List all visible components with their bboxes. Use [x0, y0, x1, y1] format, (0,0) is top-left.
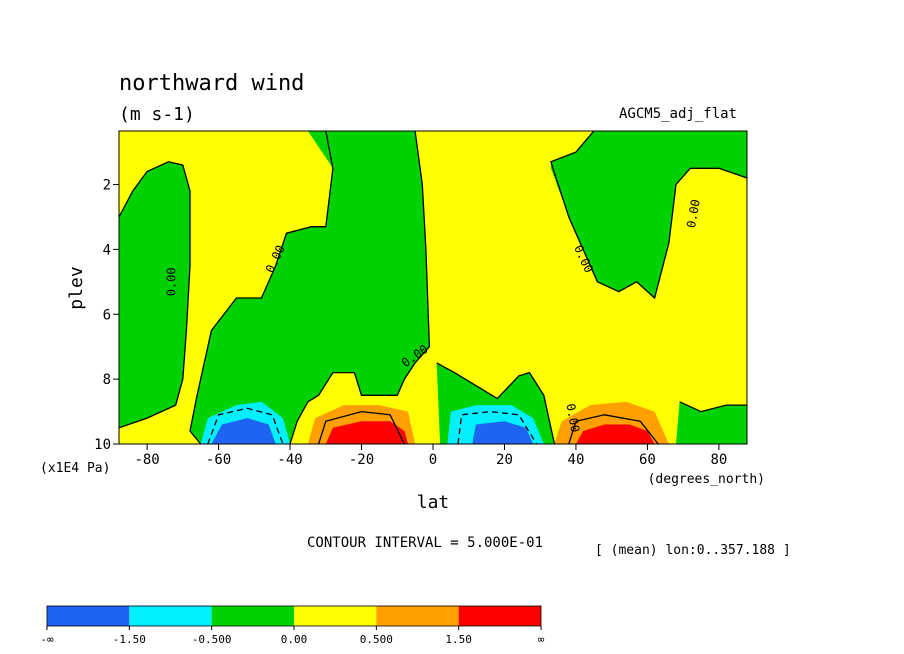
y-tick-label-2: 6 — [103, 307, 111, 323]
x-tick-label-0: -80 — [134, 452, 159, 468]
region-4 — [550, 131, 747, 298]
x-tick-label-2: -40 — [277, 452, 302, 468]
contour-label-0: 0.00 — [165, 267, 179, 296]
chart-title: northward wind — [119, 71, 304, 96]
x-tick-label-5: 20 — [496, 452, 513, 468]
region-6 — [676, 401, 747, 444]
region-0 — [119, 161, 190, 428]
legend-label-5: 1.50 — [445, 633, 472, 646]
chart-units: (m s-1) — [119, 104, 195, 125]
legend-label-4: 0.500 — [360, 633, 393, 646]
x-axis: -80 -60 -40 -20 0 20 40 60 80 — [134, 444, 727, 468]
y-axis-label: plev — [66, 266, 87, 309]
region-12 — [325, 421, 408, 444]
x-tick-label-3: -20 — [349, 452, 374, 468]
y-tick-label-4: 10 — [94, 437, 111, 453]
legend-swatch-5 — [458, 606, 541, 626]
y-tick-label-0: 2 — [103, 178, 111, 194]
region-14 — [576, 424, 655, 444]
color-legend: -∞ -1.50 -0.500 0.00 0.500 1.50 ∞ — [40, 605, 545, 646]
legend-swatch-0 — [47, 606, 130, 626]
x-tick-label-7: 60 — [639, 452, 656, 468]
contour-5 — [679, 401, 747, 413]
x-tick-label-1: -60 — [206, 452, 231, 468]
contour-4 — [550, 131, 747, 300]
contour-8 — [317, 410, 405, 444]
contour-9 — [568, 414, 659, 444]
legend-label-3: 0.00 — [281, 633, 308, 646]
legend-label-6: ∞ — [538, 633, 545, 646]
x-tick-label-6: 40 — [568, 452, 585, 468]
y-axis: 2 4 6 8 10 — [94, 178, 119, 453]
contour-interval-text: CONTOUR INTERVAL = 5.000E-01 — [307, 535, 543, 551]
contour-3 — [436, 362, 556, 444]
region-8 — [211, 418, 276, 444]
contour-label-5: 0.00 — [563, 403, 582, 434]
legend-swatch-3 — [294, 606, 377, 626]
y-units: (x1E4 Pa) — [40, 461, 110, 476]
y-tick-label-3: 8 — [103, 372, 111, 388]
region-1 — [119, 126, 272, 131]
x-tick-label-8: 80 — [710, 452, 727, 468]
x-units: (degrees_north) — [648, 472, 765, 487]
legend-label-1: -1.50 — [113, 633, 146, 646]
contour-2 — [289, 131, 431, 444]
x-tick-label-4: 0 — [429, 452, 437, 468]
legend-label-0: -∞ — [40, 633, 54, 646]
contour-label-4: 0.00 — [684, 198, 703, 229]
contour-lines — [119, 131, 747, 444]
filled-regions — [119, 126, 747, 444]
x-axis-label: lat — [417, 492, 450, 513]
legend-swatch-4 — [376, 606, 459, 626]
legend-swatch-1 — [129, 606, 212, 626]
region-2 — [190, 131, 430, 444]
legend-swatch-2 — [211, 606, 294, 626]
mean-text: [ (mean) lon:0..357.188 ] — [595, 543, 791, 558]
y-tick-label-1: 4 — [103, 242, 111, 258]
experiment-label: AGCM5_adj_flat — [619, 106, 737, 122]
contour-6 — [207, 407, 284, 444]
contour-1 — [189, 131, 334, 444]
legend-label-2: -0.500 — [192, 633, 232, 646]
region-10 — [472, 421, 534, 444]
contour-0 — [119, 161, 191, 429]
